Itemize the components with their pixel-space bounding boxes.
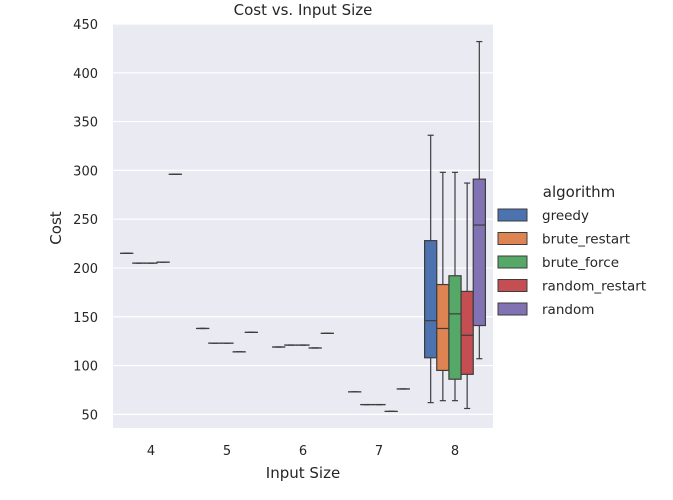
box-body bbox=[448, 275, 462, 380]
legend-label: random bbox=[542, 302, 594, 318]
x-tick-label: 6 bbox=[299, 444, 307, 459]
y-axis: 50 100 150 200 250 300 350 400 450 bbox=[73, 18, 98, 423]
legend-swatch bbox=[497, 255, 528, 269]
box-random-8 bbox=[472, 40, 486, 360]
legend-label: brute_force bbox=[542, 255, 619, 271]
legend-swatch bbox=[497, 208, 528, 222]
y-tick-label: 200 bbox=[73, 262, 98, 277]
legend-label: random_restart bbox=[542, 279, 646, 295]
chart-title: Cost vs. Input Size bbox=[234, 1, 373, 19]
y-tick-label: 250 bbox=[73, 213, 98, 228]
legend-title: algorithm bbox=[543, 183, 615, 201]
x-tick-label: 4 bbox=[147, 444, 155, 459]
x-axis-label: Input Size bbox=[266, 464, 340, 482]
x-tick-label: 5 bbox=[223, 444, 231, 459]
y-axis-label: Cost bbox=[47, 211, 65, 244]
y-tick-label: 100 bbox=[73, 360, 98, 375]
x-axis: 4 5 6 7 8 bbox=[147, 444, 459, 459]
y-tick-label: 150 bbox=[73, 311, 98, 326]
legend-swatch bbox=[497, 302, 528, 316]
y-tick-label: 450 bbox=[73, 18, 98, 33]
box-body bbox=[424, 240, 438, 359]
y-tick-label: 300 bbox=[73, 164, 98, 179]
grid-lines bbox=[113, 23, 493, 415]
plot-area bbox=[113, 24, 493, 428]
x-tick-label: 8 bbox=[451, 444, 459, 459]
legend-swatch bbox=[497, 232, 528, 245]
x-tick-label: 7 bbox=[375, 444, 383, 459]
box-random_restart-8 bbox=[460, 182, 474, 410]
y-tick-label: 350 bbox=[73, 116, 98, 131]
legend: algorithm greedy brute_restart brute_force… bbox=[497, 183, 646, 318]
y-tick-label: 400 bbox=[73, 67, 98, 82]
box-body bbox=[472, 178, 486, 327]
box-brute_force-8 bbox=[448, 171, 462, 402]
legend-label: greedy bbox=[542, 208, 589, 224]
y-tick-label: 50 bbox=[81, 408, 98, 423]
legend-label: brute_restart bbox=[542, 232, 630, 248]
legend-swatch bbox=[497, 279, 528, 292]
box-greedy-8 bbox=[424, 134, 438, 404]
box-body bbox=[436, 283, 450, 372]
box-plots bbox=[119, 40, 486, 413]
box-body bbox=[460, 290, 474, 375]
